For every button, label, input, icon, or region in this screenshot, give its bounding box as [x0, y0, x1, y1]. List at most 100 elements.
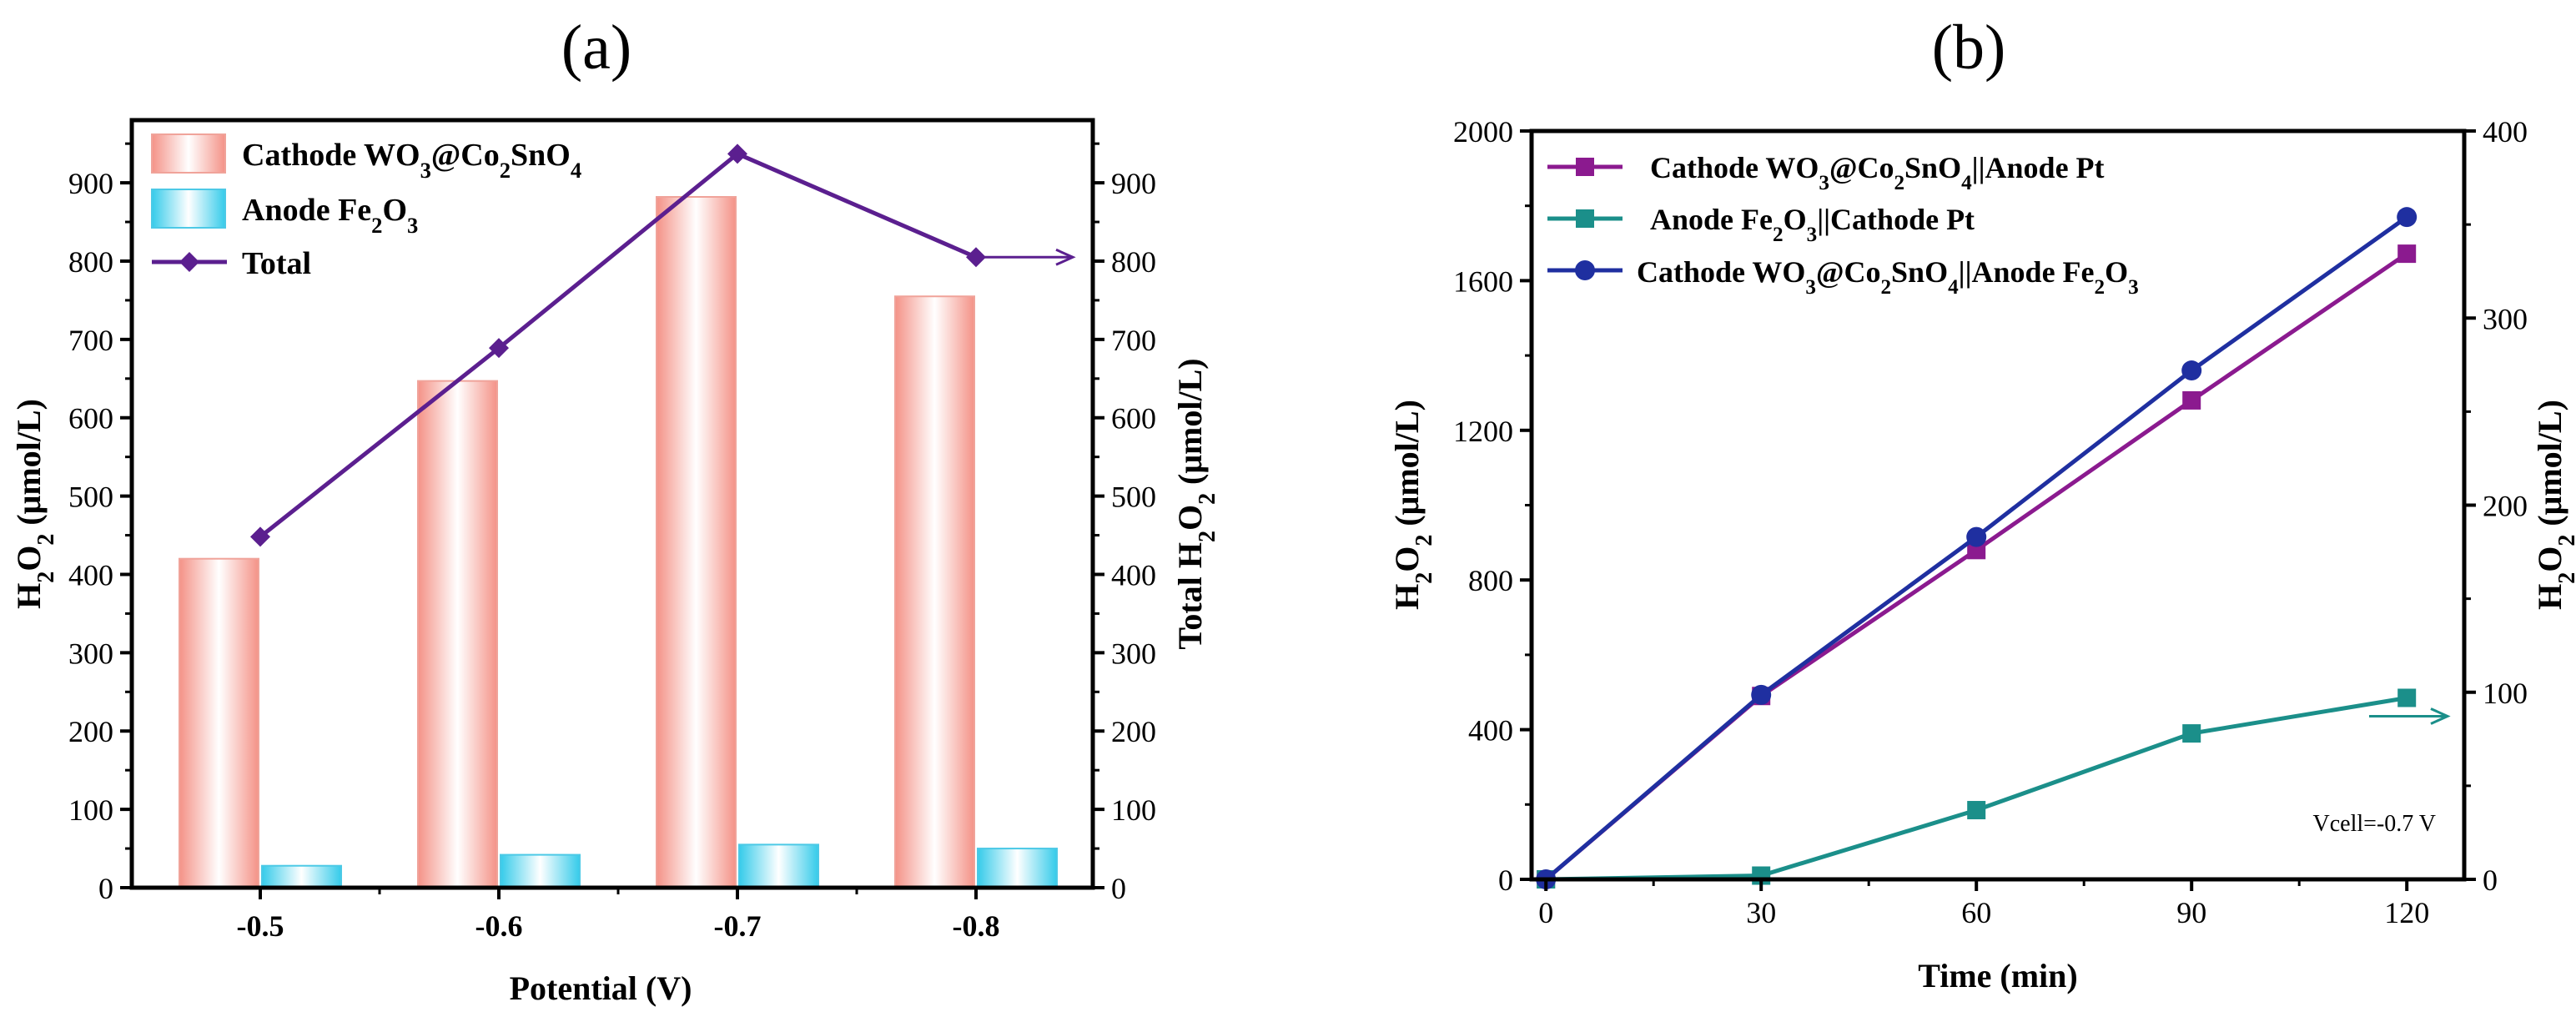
right-tick-label: 900 — [1111, 167, 1156, 200]
right-tick-label: 700 — [1111, 324, 1156, 357]
panel-b-left-axis-title: H2O2 (μmol/L) — [1388, 400, 1437, 610]
panel-a-left-axis: 0 100 200 300 400 500 600 700 800 900 — [68, 142, 132, 905]
series-point-2 — [2397, 688, 2417, 707]
total-point — [489, 338, 509, 359]
panel-b: (b) 0 400 800 1200 1600 2000 0 100 200 300 400 0 3… — [1388, 13, 2576, 994]
bar-cathode — [894, 295, 975, 889]
arrow-head — [1055, 248, 1076, 266]
left-tick-label: 700 — [68, 324, 113, 357]
right-tick-label: 400 — [2483, 115, 2528, 149]
series-point-3 — [1966, 526, 1987, 547]
bar-cathode — [179, 557, 259, 889]
left-tick-label: 900 — [68, 167, 113, 200]
x-tick-label: -0.7 — [714, 909, 762, 943]
total-point — [250, 526, 270, 547]
right-tick-label: 300 — [2483, 302, 2528, 335]
legend-marker-total — [179, 252, 199, 272]
panel-b-axis-arrow — [2369, 707, 2451, 725]
panel-b-left-axis: 0 400 800 1200 1600 2000 — [1453, 115, 1532, 897]
total-point — [966, 247, 986, 268]
bar-anode — [738, 843, 819, 889]
panel-a-label: (a) — [561, 13, 631, 83]
panel-a-left-axis-title: H2O2 (μmol/L) — [10, 399, 59, 609]
left-tick-label: 300 — [68, 637, 113, 670]
bar-anode — [261, 864, 342, 889]
x-tick-label: 30 — [1746, 896, 1776, 929]
legend-label-series-3: Cathode WO3@Co2SnO4||Anode Fe2O3 — [1637, 255, 2139, 299]
panel-a-x-axis-title: Potential (V) — [510, 969, 692, 1007]
series-point-3 — [2181, 360, 2202, 381]
panel-a: (a) 0 100 200 300 400 500 600 700 800 900 0 100 200… — [10, 13, 1220, 1007]
total-point — [727, 143, 747, 164]
right-tick-label: 100 — [1111, 793, 1156, 827]
left-tick-label: 200 — [68, 715, 113, 748]
arrow-head — [2430, 707, 2451, 725]
panel-a-legend: Cathode WO3@Co2SnO4 Anode Fe2O3 Total — [151, 133, 581, 281]
legend-swatch-anode — [151, 189, 226, 229]
bar-cathode — [417, 380, 498, 889]
left-tick-label: 1600 — [1453, 264, 1513, 298]
x-tick-label: 0 — [1538, 896, 1553, 929]
panel-b-series — [1536, 207, 2418, 889]
legend-swatch-cathode — [151, 133, 226, 174]
right-tick-label: 200 — [2483, 490, 2528, 523]
legend-label-series-1: Cathode WO3@Co2SnO4||Anode Pt — [1650, 151, 2105, 194]
right-tick-label: 0 — [1111, 872, 1126, 905]
x-tick-label: 90 — [2176, 896, 2206, 929]
series-line-1 — [1544, 252, 2408, 881]
right-tick-label: 800 — [1111, 245, 1156, 279]
left-tick-label: 100 — [68, 793, 113, 827]
panel-b-label: (b) — [1932, 13, 2006, 83]
series-point-2 — [1967, 801, 1986, 820]
panel-b-right-axis-title: H2O2 (μmol/L) — [2531, 400, 2576, 610]
bar-anode — [977, 848, 1058, 889]
left-tick-label: 400 — [68, 558, 113, 592]
left-tick-label: 800 — [1468, 564, 1513, 597]
panel-b-legend: Cathode WO3@Co2SnO4||Anode Pt Anode Fe2O… — [1547, 151, 2139, 299]
left-tick-label: 600 — [68, 402, 113, 435]
panel-a-right-axis: 0 100 200 300 400 500 600 700 800 900 — [1093, 142, 1156, 905]
legend-marker-series-2 — [1576, 209, 1594, 228]
right-tick-label: 0 — [2483, 863, 2498, 897]
panel-a-total-line — [250, 143, 986, 547]
x-tick-label: 60 — [1961, 896, 1991, 929]
legend-marker-series-3 — [1575, 260, 1595, 280]
series-point-3 — [2397, 207, 2418, 228]
right-tick-label: 600 — [1111, 402, 1156, 435]
bar-cathode — [656, 196, 737, 889]
series-line-2 — [1546, 696, 2407, 882]
panel-a-x-axis: -0.5 -0.6 -0.7 -0.8 — [237, 888, 1000, 943]
right-tick-label: 300 — [1111, 637, 1156, 670]
panel-a-bars — [179, 196, 1058, 889]
left-tick-label: 0 — [98, 872, 113, 905]
series-point-3 — [1751, 684, 1772, 705]
legend-label-cathode: Cathode WO3@Co2SnO4 — [242, 138, 581, 183]
panel-a-right-axis-title: Total H2O2 (μmol/L) — [1171, 358, 1220, 649]
series-point-1 — [2397, 244, 2417, 264]
legend-label-total: Total — [242, 246, 311, 281]
panel-a-plot-frame — [129, 118, 1095, 890]
right-tick-label: 400 — [1111, 558, 1156, 592]
legend-label-anode: Anode Fe2O3 — [242, 193, 418, 238]
x-tick-label: -0.6 — [475, 909, 523, 943]
left-tick-label: 400 — [1468, 714, 1513, 748]
x-tick-label: -0.5 — [237, 909, 284, 943]
right-tick-label: 200 — [1111, 715, 1156, 748]
x-tick-label: 120 — [2384, 896, 2429, 929]
left-tick-label: 2000 — [1453, 115, 1513, 149]
total-line — [259, 151, 977, 539]
right-tick-label: 100 — [2483, 677, 2528, 710]
panel-b-x-axis-title: Time (min) — [1918, 957, 2077, 994]
series-point-2 — [2182, 724, 2201, 743]
panel-a-axis-arrow — [984, 248, 1076, 266]
panel-b-right-axis: 0 100 200 300 400 — [2464, 115, 2528, 897]
legend-marker-series-1 — [1576, 158, 1594, 176]
left-tick-label: 1200 — [1453, 415, 1513, 448]
x-tick-label: -0.8 — [953, 909, 1000, 943]
legend-label-series-2: Anode Fe2O3||Cathode Pt — [1650, 203, 1975, 246]
left-tick-label: 500 — [68, 481, 113, 514]
left-tick-label: 800 — [68, 245, 113, 279]
left-tick-label: 0 — [1498, 863, 1513, 897]
bar-anode — [500, 853, 581, 889]
